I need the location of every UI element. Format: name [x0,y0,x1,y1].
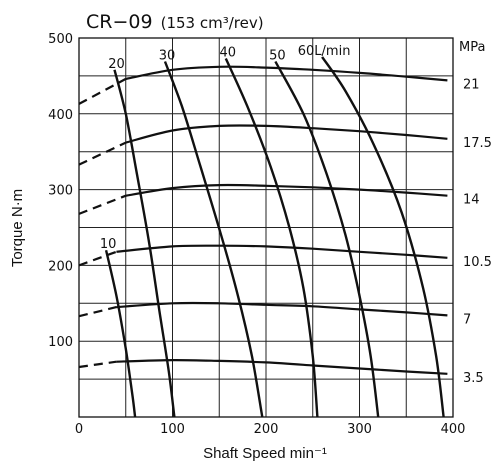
flow-label: 10 [100,237,117,252]
pressure-curve [125,183,448,197]
flow-label: 40 [220,45,237,60]
pressure-curve [116,244,448,259]
pressure-curve-dashed [78,360,117,369]
flow-label: 30 [159,48,176,63]
flow-line [321,56,445,418]
flow-line [113,69,176,418]
pressure-label: 3.5 [463,371,484,386]
x-tick-label: 300 [347,422,372,437]
pressure-label: 21 [463,77,480,92]
tick-labels: 0 100 200 300 400 100 200 300 400 500 [48,32,465,437]
x-tick-label: 100 [160,422,185,437]
x-tick-label: 200 [254,422,279,437]
y-tick-label: 200 [48,259,73,274]
pressure-curve [125,124,448,144]
chart-subtitle: (153 cm³/rev) [161,14,264,32]
x-tick-label: 0 [75,422,83,437]
pressure-label: 17.5 [463,136,492,151]
pressure-curve-dashed [78,250,117,267]
y-tick-label: 100 [48,335,73,350]
plot-frame [78,37,454,418]
flow-label: 60L/min [298,44,351,59]
series-labels: 21 17.5 14 10.5 7 3.5 10 20 30 40 50 60L/min [100,44,492,386]
pressure-curve-dashed [78,77,127,105]
series-layer [78,56,448,418]
pressure-curve [116,301,448,317]
flow-line [163,61,264,418]
pressure-curve-dashed [78,306,117,318]
x-tick-label: 400 [441,422,466,437]
flow-line [274,60,380,418]
x-axis-label: Shaft Speed min⁻¹ [203,445,327,462]
flow-label: 20 [108,57,125,72]
pressure-curve-dashed [78,141,127,166]
pressure-curve [116,358,448,375]
pressure-label: 7 [463,312,471,327]
pressure-curve [125,65,448,82]
flow-line [224,58,319,418]
y-tick-label: 300 [48,184,73,199]
pressure-label: 14 [463,193,480,208]
pressure-unit-label: MPa [459,40,485,55]
pressure-curve-dashed [78,194,127,215]
flow-label: 50 [269,48,286,63]
chart-title: CR−09 [86,11,153,33]
y-tick-label: 500 [48,32,73,47]
y-axis-label: Torque N·m [9,189,26,267]
pressure-label: 10.5 [463,255,492,270]
flow-line [104,249,137,418]
y-tick-label: 400 [48,108,73,123]
